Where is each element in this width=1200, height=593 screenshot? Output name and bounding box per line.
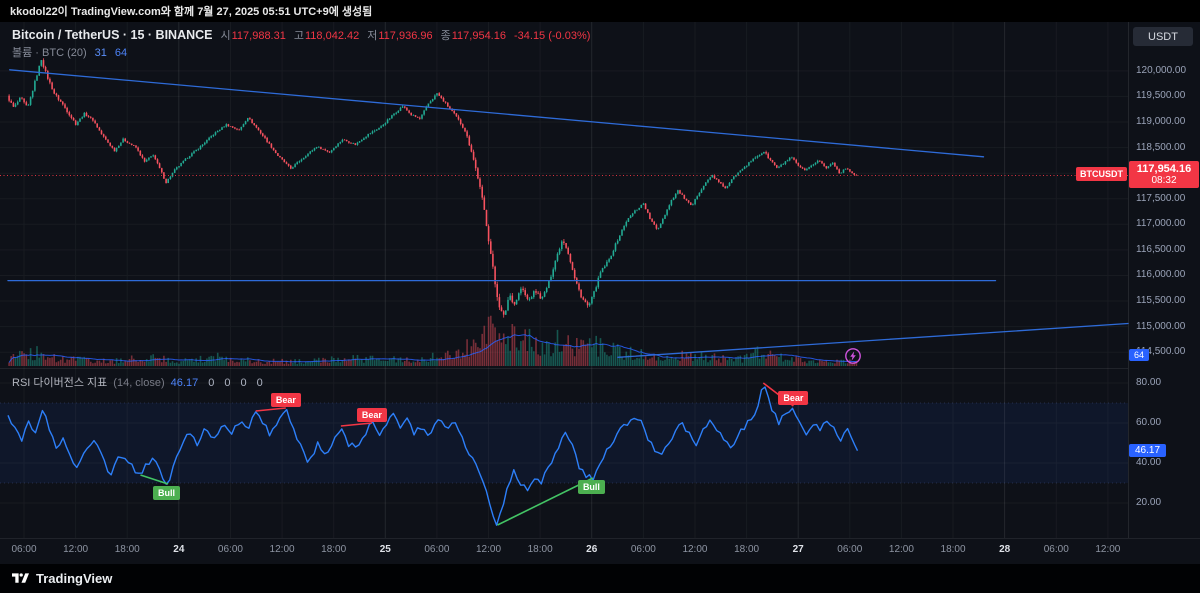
price-axis-label: 119,500.00 — [1136, 90, 1186, 102]
time-axis-label: 18:00 — [940, 544, 966, 555]
close-value: 117,954.16 — [451, 30, 506, 42]
time-axis-label: 25 — [379, 544, 391, 555]
high-label: 고 — [293, 30, 304, 42]
change-value: -34.15 (-0.03%) — [513, 30, 591, 42]
time-axis-label: 18:00 — [527, 544, 553, 555]
flash-marker-icon[interactable] — [844, 347, 862, 365]
rsi-axis-label: 20.00 — [1136, 497, 1162, 508]
time-axis[interactable]: 06:00 12:00 18:00 24 06:00 12:00 18:00 25 06:00 1… — [0, 538, 1200, 564]
time-axis-label: 06:00 — [837, 544, 863, 555]
time-axis-label: 12:00 — [1095, 544, 1121, 555]
time-axis-label: 06:00 — [1043, 544, 1069, 555]
last-price-label: 117,954.16 08:32 — [1129, 161, 1199, 188]
time-axis-label: 18:00 — [734, 544, 760, 555]
price-axis-label: 120,000.00 — [1136, 64, 1187, 76]
price-axis-label: 116,000.00 — [1136, 269, 1186, 281]
rsi-divergence-label-bull: Bull — [153, 486, 180, 500]
low-label: 저 — [367, 30, 378, 42]
pane-separator[interactable] — [0, 368, 1128, 369]
legend-volume-row: 볼륨 · BTC (20) 31 64 — [12, 46, 590, 61]
volume-value: 31 — [94, 47, 107, 59]
time-axis-label: 27 — [792, 544, 804, 555]
open-label: 시 — [220, 30, 231, 42]
time-axis-label: 18:00 — [321, 544, 347, 555]
rsi-current-value: 46.17 — [170, 377, 199, 389]
rsi-stat-1: 0 — [224, 377, 231, 389]
rsi-axis-label: 40.00 — [1136, 457, 1162, 468]
rsi-indicator-params: (14, close) — [113, 377, 165, 389]
attribution-text: kkodol22이 TradingView.com와 함께 7월 27, 202… — [10, 6, 373, 18]
volume-ma-value: 64 — [114, 47, 128, 59]
rsi-stat-3: 0 — [256, 377, 263, 389]
rsi-axis-label: 60.00 — [1136, 417, 1162, 428]
footer-brand[interactable]: TradingView — [36, 571, 113, 586]
rsi-indicator-title[interactable]: RSI 다이버전스 지표 — [12, 377, 108, 389]
time-axis-label: 28 — [999, 544, 1011, 555]
time-axis-label: 06:00 — [630, 544, 656, 555]
rsi-divergence-label-bear: Bear — [356, 408, 387, 422]
currency-toggle-button[interactable]: USDT — [1133, 27, 1193, 46]
time-axis-label: 06:00 — [217, 544, 243, 555]
candle-countdown: 08:32 — [1151, 175, 1177, 186]
legend-symbol-row: Bitcoin / TetherUS · 15 · BINANCE 시 117,9… — [12, 28, 590, 44]
symbol-price-tag: BTCUSDT — [1076, 167, 1127, 181]
time-axis-label: 12:00 — [476, 544, 502, 555]
high-value: 118,042.42 — [304, 30, 360, 42]
time-axis-label: 26 — [586, 544, 598, 555]
time-axis-label: 12:00 — [63, 544, 89, 555]
time-axis-label: 12:00 — [888, 544, 914, 555]
volume-indicator-label[interactable]: 볼륨 · BTC (20) — [12, 47, 87, 59]
time-axis-label: 24 — [173, 544, 185, 555]
rsi-divergence-label-bull: Bull — [577, 480, 605, 494]
price-axis-label: 118,500.00 — [1136, 141, 1186, 153]
rsi-value-axis-badge: 46.17 — [1129, 444, 1167, 457]
price-axis[interactable]: 120,000.00 119,500.00 119,000.00 118,500.00… — [1128, 22, 1200, 538]
price-axis-label: 114,500.00 — [1136, 346, 1186, 358]
rsi-indicator-legend[interactable]: RSI 다이버전스 지표 (14, close) 46.17 0 0 0 0 — [12, 374, 263, 390]
price-axis-label: 116,500.00 — [1136, 243, 1186, 255]
rsi-stat-2: 0 — [240, 377, 247, 389]
price-axis-label: 117,000.00 — [1136, 218, 1186, 230]
symbol-title[interactable]: Bitcoin / TetherUS · 15 · BINANCE — [12, 28, 213, 42]
rsi-divergence-label-bear: Bear — [270, 393, 301, 407]
time-axis-separator — [0, 538, 1200, 539]
time-axis-label: 18:00 — [114, 544, 140, 555]
low-value: 117,936.96 — [378, 30, 433, 42]
open-value: 117,988.31 — [231, 30, 286, 42]
rsi-axis-label: 80.00 — [1136, 377, 1162, 388]
close-label: 종 — [440, 30, 451, 42]
time-axis-label: 12:00 — [269, 544, 295, 555]
time-axis-label: 06:00 — [424, 544, 450, 555]
chart-legend: Bitcoin / TetherUS · 15 · BINANCE 시 117,9… — [12, 28, 590, 61]
rsi-divergence-label-bear: Bear — [778, 391, 809, 405]
price-axis-label: 115,500.00 — [1136, 295, 1186, 307]
price-axis-label: 117,500.00 — [1136, 192, 1186, 204]
tradingview-logo-icon[interactable] — [12, 572, 29, 586]
price-axis-label: 119,000.00 — [1136, 116, 1186, 127]
time-axis-label: 06:00 — [11, 544, 37, 555]
footer-bar: TradingView — [0, 564, 1200, 593]
price-axis-label: 115,000.00 — [1136, 320, 1186, 332]
volume-ma-axis-badge: 64 — [1129, 349, 1150, 361]
last-price-value: 117,954.16 — [1136, 163, 1192, 175]
attribution-bar: kkodol22이 TradingView.com와 함께 7월 27, 202… — [0, 0, 1200, 22]
time-axis-label: 12:00 — [682, 544, 708, 555]
rsi-stat-0: 0 — [208, 377, 215, 389]
